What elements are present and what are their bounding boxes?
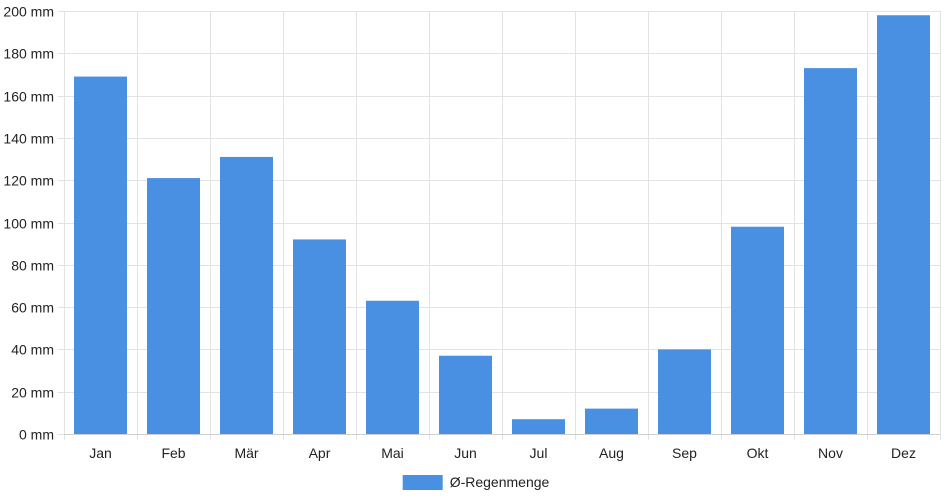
bar-jun[interactable] xyxy=(439,355,492,434)
y-tick-label: 160 mm xyxy=(3,89,54,105)
y-tick-label: 40 mm xyxy=(11,342,54,358)
bar-jan[interactable] xyxy=(74,76,127,434)
y-tick-label: 200 mm xyxy=(3,4,54,20)
legend-swatch[interactable] xyxy=(402,475,443,490)
bar-apr[interactable] xyxy=(293,239,346,434)
bar-sep[interactable] xyxy=(658,349,711,434)
x-tick-label: Jul xyxy=(530,445,548,461)
x-tick-label: Feb xyxy=(161,445,185,461)
legend: Ø-Regenmenge xyxy=(402,474,550,490)
y-tick-label: 20 mm xyxy=(11,385,54,401)
bar-feb[interactable] xyxy=(147,178,200,434)
y-tick-label: 120 mm xyxy=(3,173,54,189)
y-tick-label: 0 mm xyxy=(19,427,54,443)
y-tick-label: 80 mm xyxy=(11,258,54,274)
y-tick-label: 180 mm xyxy=(3,46,54,62)
legend-label[interactable]: Ø-Regenmenge xyxy=(450,474,550,490)
x-tick-label: Apr xyxy=(309,445,331,461)
bar-dez[interactable] xyxy=(877,15,930,434)
x-tick-label: Aug xyxy=(599,445,624,461)
axes xyxy=(58,11,940,435)
y-tick-label: 60 mm xyxy=(11,300,54,316)
y-tick-label: 140 mm xyxy=(3,131,54,147)
y-tick-label: 100 mm xyxy=(3,216,54,232)
x-axis-tick-labels: Jan Feb Mär Apr Mai Jun Jul Aug Sep Okt Nov Dez xyxy=(89,445,916,461)
bar-mär[interactable] xyxy=(220,156,273,434)
bar-nov[interactable] xyxy=(804,68,857,434)
x-tick-label: Dez xyxy=(891,445,916,461)
bar-aug[interactable] xyxy=(585,408,638,434)
bar-okt[interactable] xyxy=(731,226,784,434)
grid-lines xyxy=(64,11,941,440)
x-tick-label: Sep xyxy=(672,445,697,461)
y-axis-tick-labels: 0 mm 20 mm 40 mm 60 mm 80 mm 100 mm 120 mm 140 … xyxy=(3,4,54,443)
x-tick-label: Jan xyxy=(89,445,112,461)
x-tick-label: Jun xyxy=(454,445,477,461)
x-tick-label: Nov xyxy=(818,445,843,461)
bar-jul[interactable] xyxy=(512,419,565,434)
x-tick-label: Mär xyxy=(234,445,258,461)
bars xyxy=(74,15,930,434)
x-tick-label: Mai xyxy=(381,445,404,461)
x-tick-label: Okt xyxy=(747,445,769,461)
bar-mai[interactable] xyxy=(366,300,419,434)
